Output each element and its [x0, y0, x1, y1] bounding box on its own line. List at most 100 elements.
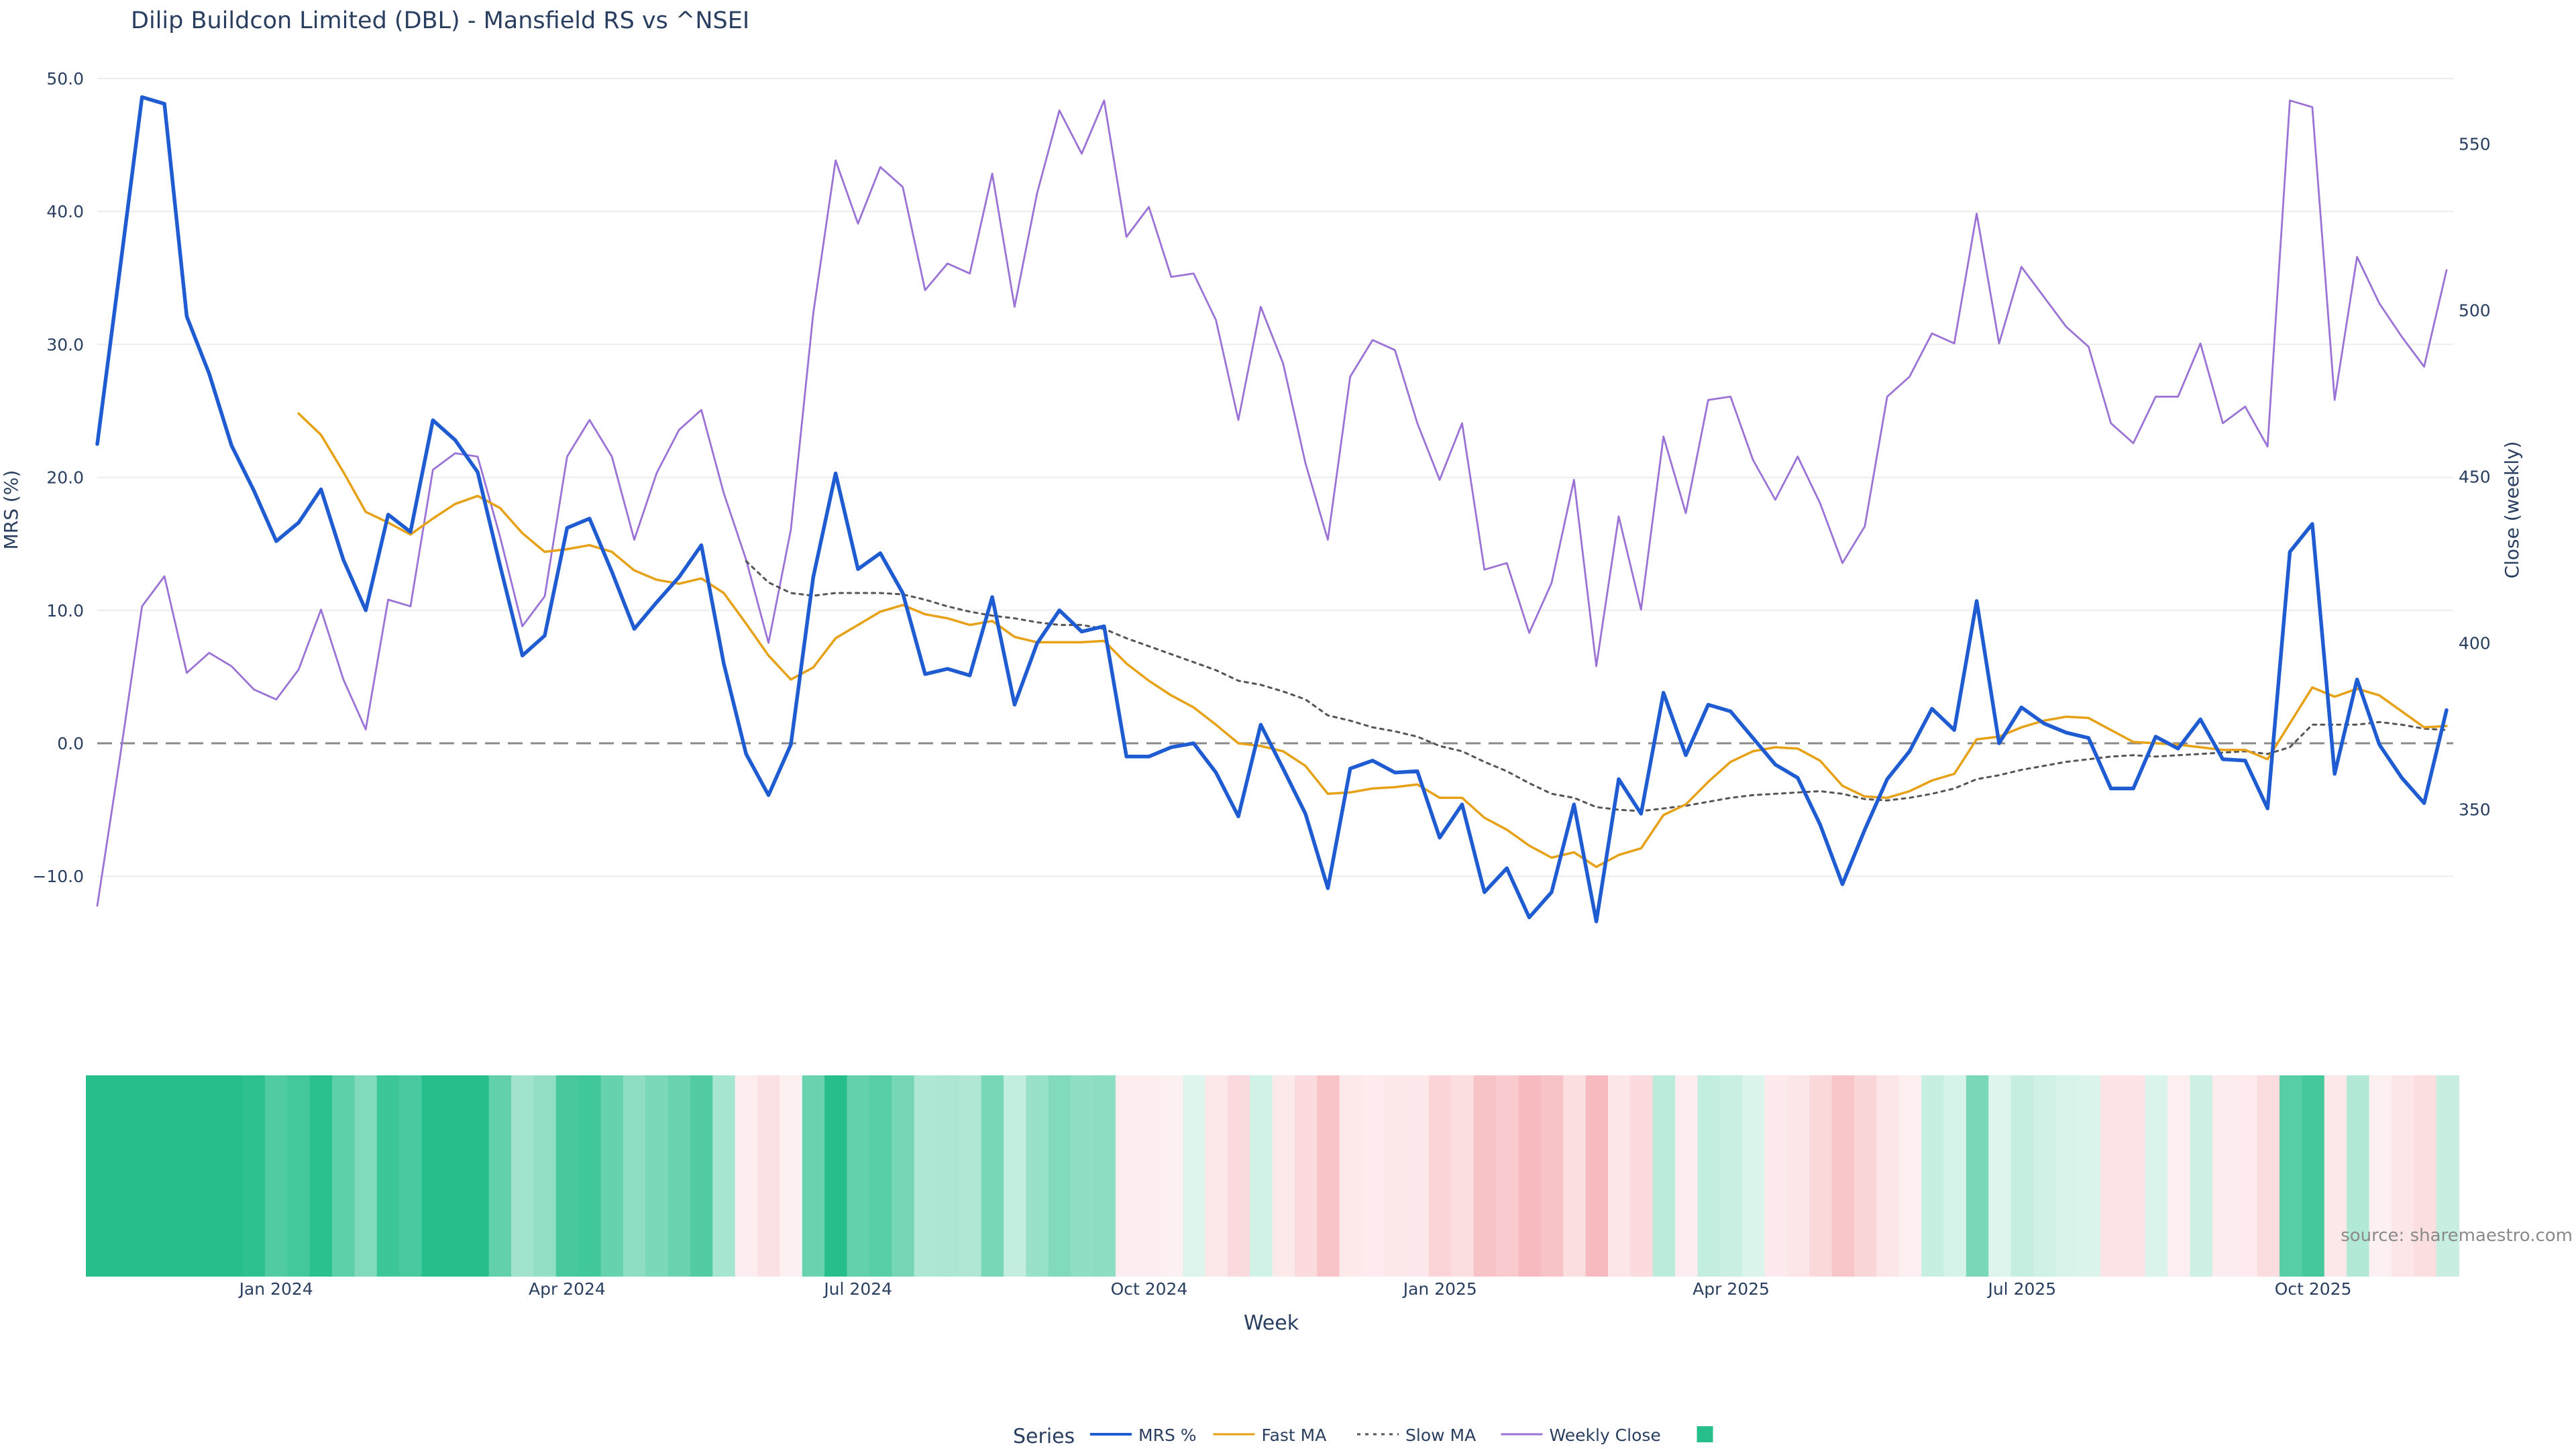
heatmap-cell [1898, 1075, 1923, 1277]
heatmap-cell [645, 1075, 669, 1277]
heatmap-cell [1988, 1075, 2012, 1277]
heatmap-cell [667, 1075, 691, 1277]
heatmap-cell [2145, 1075, 2169, 1277]
y2-tick-label: 350 [2459, 800, 2491, 819]
heatmap-cell [1160, 1075, 1184, 1277]
heatmap-cell [86, 1075, 109, 1277]
heatmap-cell [1786, 1075, 1811, 1277]
heatmap-cell [130, 1075, 154, 1277]
heatmap-cell [757, 1075, 781, 1277]
heatmap-cell [332, 1075, 356, 1277]
heatmap-cell [1093, 1075, 1116, 1277]
heatmap-cell [1317, 1075, 1340, 1277]
heatmap-cell [1742, 1075, 1766, 1277]
legend-label: Slow MA [1405, 1426, 1476, 1445]
series-line-slow-ma [745, 560, 2448, 812]
heatmap-cell [1451, 1075, 1474, 1277]
heatmap-cell [824, 1075, 848, 1277]
y2-tick-label: 450 [2459, 467, 2491, 486]
heatmap-cell [1697, 1075, 1721, 1277]
x-tick-label: Jul 2025 [1986, 1279, 2056, 1299]
heatmap-cell [2235, 1075, 2258, 1277]
heatmap-cell [2391, 1075, 2415, 1277]
y-tick-label: 0.0 [57, 734, 84, 753]
heatmap-cell [2055, 1075, 2079, 1277]
heatmap-cell [712, 1075, 736, 1277]
y-tick-label: 50.0 [46, 69, 84, 89]
y-tick-label: 20.0 [46, 468, 84, 488]
heatmap-cell [2369, 1075, 2392, 1277]
heatmap-cell [466, 1075, 490, 1277]
heatmap-cell [1496, 1075, 1519, 1277]
heatmap-cell [1854, 1075, 1878, 1277]
heatmap-cell [1071, 1075, 1094, 1277]
x-tick-label: Jan 2024 [238, 1279, 313, 1299]
y-tick-label: 30.0 [46, 335, 84, 354]
heatmap-cell [197, 1075, 221, 1277]
heatmap-cell [690, 1075, 714, 1277]
x-tick-label: Apr 2024 [529, 1279, 606, 1299]
heatmap-cell [847, 1075, 870, 1277]
heatmap-cell [399, 1075, 423, 1277]
heatmap-cell [1205, 1075, 1228, 1277]
heatmap-cell [555, 1075, 580, 1277]
heatmap-cell [1764, 1075, 1788, 1277]
heatmap-cell [1048, 1075, 1072, 1277]
x-tick-label: Jul 2024 [822, 1279, 892, 1299]
heatmap-cell [1406, 1075, 1430, 1277]
x-tick-label: Oct 2024 [1111, 1279, 1188, 1299]
heatmap-cell [780, 1075, 803, 1277]
heatmap-cell [309, 1075, 333, 1277]
heatmap-cell [1250, 1075, 1273, 1277]
heatmap-cell [1473, 1075, 1497, 1277]
x-tick-label: Oct 2025 [2275, 1279, 2352, 1299]
heatmap-cell [354, 1075, 378, 1277]
heatmap-cell [2078, 1075, 2102, 1277]
heatmap-cell [2324, 1075, 2348, 1277]
heatmap-cell [1384, 1075, 1407, 1277]
x-axis-label: Week [1244, 1311, 1299, 1335]
gridlines [97, 78, 2453, 877]
heatmap-cell [1652, 1075, 1676, 1277]
heatmap-cell [2123, 1075, 2146, 1277]
heatmap-cell [175, 1075, 199, 1277]
heatmap-cell [264, 1075, 288, 1277]
heatmap-cell [1429, 1075, 1452, 1277]
heatmap-strip [86, 1075, 2459, 1277]
heatmap-cell [2010, 1075, 2035, 1277]
heatmap-cell [1966, 1075, 1990, 1277]
heatmap-cell [220, 1075, 244, 1277]
heatmap-cell [1272, 1075, 1295, 1277]
heatmap-cell [1630, 1075, 1654, 1277]
heatmap-cell [287, 1075, 311, 1277]
heatmap-cell [1294, 1075, 1318, 1277]
heatmap-cell [2414, 1075, 2437, 1277]
heatmap-cell [1608, 1075, 1631, 1277]
heatmap-cell [421, 1075, 445, 1277]
source-annotation: source: sharemaestro.com [2341, 1226, 2573, 1246]
y-tick-label: 40.0 [46, 202, 84, 221]
legend-items: MRS % Fast MA Slow MA Weekly Close [1090, 1426, 1713, 1445]
heatmap-cell [1831, 1075, 1856, 1277]
heatmap-cell [578, 1075, 602, 1277]
heatmap-cell [1004, 1075, 1027, 1277]
y-axis-label: MRS (%) [0, 470, 22, 550]
series-lines [95, 95, 2449, 924]
heatmap-cell [2033, 1075, 2057, 1277]
heatmap-cell [2436, 1075, 2459, 1277]
legend-title: Series [1013, 1425, 1075, 1448]
x-tick-label: Apr 2025 [1693, 1279, 1770, 1299]
heatmap-cell [1183, 1075, 1206, 1277]
heatmap-cell [2279, 1075, 2303, 1277]
heatmap-cell [511, 1075, 535, 1277]
heatmap-cell [2167, 1075, 2191, 1277]
series-line-mrs [95, 95, 2449, 924]
heatmap-cell [2302, 1075, 2325, 1277]
heatmap-cell [108, 1075, 131, 1277]
heatmap-cell [2212, 1075, 2236, 1277]
legend-label: Fast MA [1262, 1426, 1327, 1445]
heatmap-cell [1115, 1075, 1139, 1277]
heatmap-cell [959, 1075, 982, 1277]
heatmap-cell [914, 1075, 937, 1277]
